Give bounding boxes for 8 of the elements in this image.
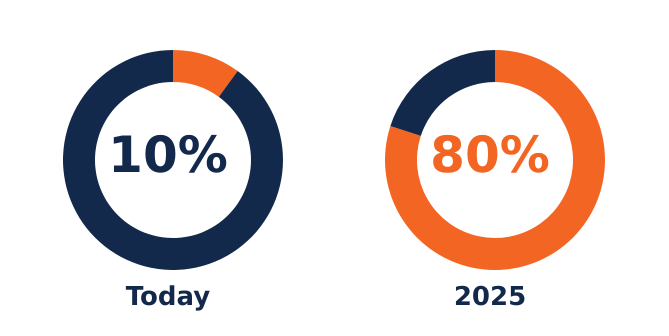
donut-slice	[385, 50, 605, 270]
text: 10%	[107, 125, 229, 185]
donut-slice	[173, 50, 238, 97]
text: 2025	[452, 282, 528, 312]
donut-slice	[63, 50, 283, 270]
donut-slice	[390, 50, 495, 136]
text: Today	[124, 282, 212, 312]
text: 80%	[429, 125, 551, 185]
